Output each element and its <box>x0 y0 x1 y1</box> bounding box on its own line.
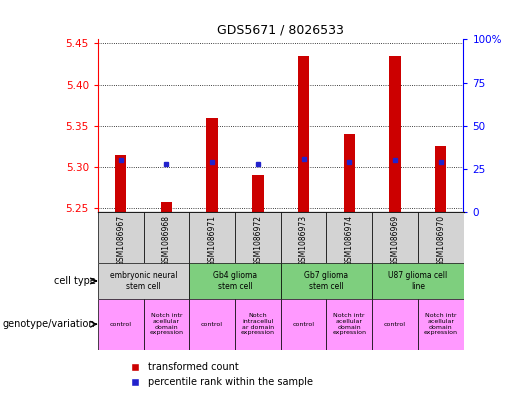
Text: control: control <box>384 322 406 327</box>
Bar <box>372 212 418 263</box>
Text: GSM1086972: GSM1086972 <box>253 215 262 266</box>
Bar <box>144 212 189 263</box>
Bar <box>207 118 218 212</box>
Bar <box>235 299 281 350</box>
Text: Notch intr
acellular
domain
expression: Notch intr acellular domain expression <box>424 313 458 335</box>
Text: Notch intr
acellular
domain
expression: Notch intr acellular domain expression <box>332 313 366 335</box>
Text: genotype/variation: genotype/variation <box>3 319 96 329</box>
Bar <box>281 263 372 299</box>
Bar <box>344 134 355 212</box>
Bar <box>327 212 372 263</box>
Bar <box>235 212 281 263</box>
Text: Gb7 glioma
stem cell: Gb7 glioma stem cell <box>304 271 349 291</box>
Text: GSM1086974: GSM1086974 <box>345 215 354 266</box>
Text: embryonic neural
stem cell: embryonic neural stem cell <box>110 271 177 291</box>
Bar <box>115 154 126 212</box>
Bar <box>435 146 447 212</box>
Bar <box>418 299 464 350</box>
Bar <box>372 299 418 350</box>
Text: GSM1086968: GSM1086968 <box>162 215 171 266</box>
Title: GDS5671 / 8026533: GDS5671 / 8026533 <box>217 24 344 37</box>
Text: Gb4 glioma
stem cell: Gb4 glioma stem cell <box>213 271 257 291</box>
Bar <box>418 212 464 263</box>
Bar <box>98 263 189 299</box>
Bar <box>98 299 144 350</box>
Bar <box>161 202 172 212</box>
Bar <box>189 299 235 350</box>
Bar <box>281 299 327 350</box>
Text: GSM1086970: GSM1086970 <box>436 215 445 266</box>
Text: GSM1086973: GSM1086973 <box>299 215 308 266</box>
Text: GSM1086971: GSM1086971 <box>208 215 217 266</box>
Text: control: control <box>293 322 315 327</box>
Bar <box>372 263 464 299</box>
Text: GSM1086967: GSM1086967 <box>116 215 125 266</box>
Text: control: control <box>201 322 223 327</box>
Text: cell type: cell type <box>54 276 96 286</box>
Bar <box>298 56 309 212</box>
Bar <box>281 212 327 263</box>
Bar <box>327 299 372 350</box>
Bar <box>98 212 144 263</box>
Text: control: control <box>110 322 132 327</box>
Text: GSM1086969: GSM1086969 <box>390 215 400 266</box>
Bar <box>389 56 401 212</box>
Text: Notch intr
acellular
domain
expression: Notch intr acellular domain expression <box>149 313 183 335</box>
Legend: transformed count, percentile rank within the sample: transformed count, percentile rank withi… <box>121 358 317 391</box>
Text: Notch
intracellul
ar domain
expression: Notch intracellul ar domain expression <box>241 313 275 335</box>
Bar <box>144 299 189 350</box>
Bar <box>189 263 281 299</box>
Bar <box>252 175 264 212</box>
Bar <box>189 212 235 263</box>
Text: U87 glioma cell
line: U87 glioma cell line <box>388 271 448 291</box>
